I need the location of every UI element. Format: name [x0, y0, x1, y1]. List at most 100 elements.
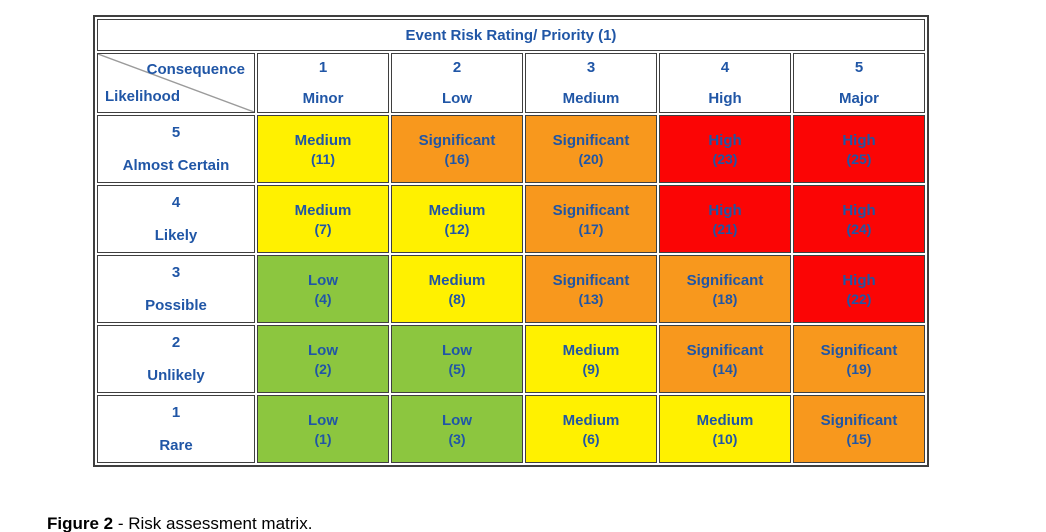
- row-header: 3 Possible: [97, 255, 255, 323]
- risk-cell: Medium (11): [257, 115, 389, 183]
- risk-cell-number: (2): [314, 360, 332, 377]
- risk-cell-label: Significant: [686, 341, 764, 359]
- row-header: 1 Rare: [97, 395, 255, 463]
- risk-cell-label: Medium: [428, 271, 486, 289]
- risk-cell-label: Medium: [294, 131, 352, 149]
- risk-cell-number: (25): [846, 150, 872, 167]
- risk-cell-number: (11): [310, 150, 336, 167]
- risk-cell-number: (24): [846, 220, 872, 237]
- risk-cell: High (21): [659, 185, 791, 253]
- diagonal-divider-line: [98, 54, 254, 112]
- risk-matrix-figure: Event Risk Rating/ Priority (1) Conseque…: [93, 15, 929, 467]
- risk-cell-number: (10): [712, 430, 738, 447]
- risk-cell-number: (19): [846, 360, 872, 377]
- risk-cell-label: High: [708, 131, 742, 149]
- risk-cell: Medium (6): [525, 395, 657, 463]
- column-number: 5: [854, 59, 864, 76]
- risk-cell: Low (2): [257, 325, 389, 393]
- column-header: 2 Low: [391, 53, 523, 113]
- risk-cell: Low (5): [391, 325, 523, 393]
- column-label: Medium: [562, 90, 620, 107]
- column-label: Low: [442, 90, 472, 107]
- consequence-axis-label: Consequence: [146, 61, 245, 78]
- risk-cell: Significant (20): [525, 115, 657, 183]
- risk-cell-number: (22): [846, 290, 872, 307]
- matrix-row: 1 Rare Low (1) Low (3) Medium (6) Medium (10)…: [97, 395, 925, 463]
- risk-cell: Significant (17): [525, 185, 657, 253]
- risk-cell-label: Medium: [562, 341, 620, 359]
- risk-cell: High (23): [659, 115, 791, 183]
- column-number: 2: [452, 59, 462, 76]
- risk-cell: Significant (18): [659, 255, 791, 323]
- risk-cell-number: (14): [712, 360, 738, 377]
- risk-cell-number: (1): [314, 430, 332, 447]
- risk-cell: Medium (12): [391, 185, 523, 253]
- column-header-row: Consequence Likelihood 1 Minor 2 Low 3 Medi…: [97, 53, 925, 113]
- column-label: High: [708, 90, 742, 107]
- risk-cell-number: (20): [578, 150, 604, 167]
- column-header: 5 Major: [793, 53, 925, 113]
- row-header: 4 Likely: [97, 185, 255, 253]
- risk-cell-number: (8): [448, 290, 466, 307]
- figure-caption: Figure 2 - Risk assessment matrix.: [47, 514, 312, 532]
- column-label: Major: [838, 90, 879, 107]
- risk-cell: Medium (7): [257, 185, 389, 253]
- risk-cell-label: High: [842, 271, 876, 289]
- matrix-row: 2 Unlikely Low (2) Low (5) Medium (9) Signif…: [97, 325, 925, 393]
- risk-cell: High (25): [793, 115, 925, 183]
- risk-cell: Medium (9): [525, 325, 657, 393]
- risk-cell: Medium (10): [659, 395, 791, 463]
- risk-cell: Significant (13): [525, 255, 657, 323]
- matrix-row: 5 Almost Certain Medium (11) Significant (1…: [97, 115, 925, 183]
- risk-cell-label: Medium: [428, 201, 486, 219]
- risk-cell-label: Medium: [696, 411, 754, 429]
- corner-header-cell: Consequence Likelihood: [97, 53, 255, 113]
- risk-cell: Low (1): [257, 395, 389, 463]
- risk-cell-label: Low: [442, 341, 472, 359]
- risk-cell-label: Low: [308, 271, 338, 289]
- risk-cell-number: (21): [712, 220, 738, 237]
- row-number: 1: [171, 404, 181, 421]
- row-label: Unlikely: [147, 367, 205, 384]
- risk-cell-number: (6): [582, 430, 600, 447]
- risk-cell: Low (3): [391, 395, 523, 463]
- risk-cell-number: (18): [712, 290, 738, 307]
- row-label: Almost Certain: [122, 157, 230, 174]
- matrix-row: 4 Likely Medium (7) Medium (12) Significant…: [97, 185, 925, 253]
- risk-cell: High (24): [793, 185, 925, 253]
- risk-cell-label: Low: [308, 411, 338, 429]
- risk-cell: Medium (8): [391, 255, 523, 323]
- risk-cell-number: (4): [314, 290, 332, 307]
- risk-cell-label: Significant: [686, 271, 764, 289]
- row-label: Possible: [145, 297, 207, 314]
- risk-cell-label: Low: [308, 341, 338, 359]
- risk-cell-number: (7): [314, 220, 332, 237]
- figure-caption-text: - Risk assessment matrix.: [113, 514, 313, 532]
- risk-cell-label: Medium: [294, 201, 352, 219]
- risk-matrix-table: Event Risk Rating/ Priority (1) Conseque…: [93, 15, 929, 467]
- row-label: Likely: [154, 227, 198, 244]
- risk-cell-label: Significant: [552, 201, 630, 219]
- risk-cell: Low (4): [257, 255, 389, 323]
- row-header: 5 Almost Certain: [97, 115, 255, 183]
- row-number: 3: [171, 264, 181, 281]
- risk-cell-label: Medium: [562, 411, 620, 429]
- row-number: 2: [171, 334, 181, 351]
- risk-cell-number: (3): [448, 430, 466, 447]
- column-header: 3 Medium: [525, 53, 657, 113]
- risk-cell-number: (23): [712, 150, 738, 167]
- risk-cell-label: Significant: [418, 131, 496, 149]
- column-number: 3: [586, 59, 596, 76]
- risk-cell-label: High: [842, 131, 876, 149]
- risk-cell-number: (15): [846, 430, 872, 447]
- likelihood-axis-label: Likelihood: [105, 88, 180, 105]
- row-number: 4: [171, 194, 181, 211]
- column-header: 1 Minor: [257, 53, 389, 113]
- risk-cell: High (22): [793, 255, 925, 323]
- risk-cell-label: High: [708, 201, 742, 219]
- title-row: Event Risk Rating/ Priority (1): [97, 19, 925, 51]
- risk-cell-label: Significant: [820, 411, 898, 429]
- column-number: 4: [720, 59, 730, 76]
- risk-cell: Significant (15): [793, 395, 925, 463]
